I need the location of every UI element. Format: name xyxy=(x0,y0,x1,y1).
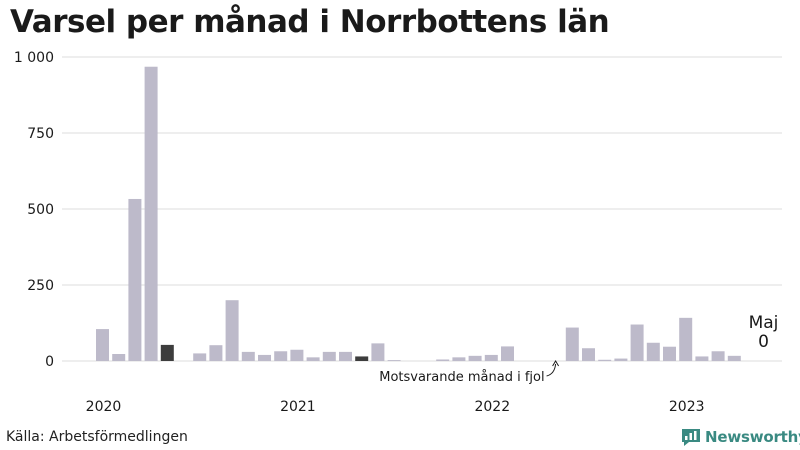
chart-title: Varsel per månad i Norrbottens län xyxy=(10,4,610,40)
bar xyxy=(727,355,741,361)
bar xyxy=(468,355,482,361)
source-note: Källa: Arbetsförmedlingen xyxy=(6,429,188,445)
newsworthy-logo-icon xyxy=(682,429,700,446)
bars xyxy=(96,66,741,361)
newsworthy-logo: Newsworthy xyxy=(681,427,800,447)
y-tick-label: 750 xyxy=(27,126,54,142)
bar xyxy=(679,317,693,361)
bar xyxy=(614,358,628,361)
y-axis-ticks: 0 250 500 750 1 000 xyxy=(14,50,54,370)
bar xyxy=(322,351,336,361)
bar xyxy=(225,300,239,361)
last-value-label: 0 xyxy=(758,332,769,352)
bar xyxy=(452,357,466,361)
x-axis-ticks: 2020 2021 2022 2023 xyxy=(86,399,705,415)
bar xyxy=(355,356,369,361)
y-tick-label: 1 000 xyxy=(14,50,54,66)
bar xyxy=(112,354,126,361)
x-tick-label: 2021 xyxy=(280,399,316,415)
bar xyxy=(128,198,142,361)
bar xyxy=(209,345,223,361)
annotation-arrow xyxy=(546,363,557,377)
bar xyxy=(598,359,612,361)
bar xyxy=(339,351,352,361)
bar xyxy=(436,359,450,361)
x-tick-label: 2020 xyxy=(86,399,122,415)
annotation-arrowhead xyxy=(552,360,560,367)
x-tick-label: 2022 xyxy=(474,399,510,415)
bar xyxy=(274,351,288,361)
y-tick-label: 0 xyxy=(45,354,54,370)
bar xyxy=(387,360,401,361)
y-tick-label: 250 xyxy=(27,278,54,294)
bar xyxy=(695,356,709,361)
bar xyxy=(501,346,514,361)
bar xyxy=(371,343,385,361)
bar xyxy=(96,329,109,361)
grid-lines xyxy=(62,56,782,362)
bar xyxy=(144,66,158,361)
bar xyxy=(711,351,725,361)
bar xyxy=(258,354,271,361)
annotation-text: Motsvarande månad i fjol xyxy=(379,370,544,385)
bar xyxy=(582,348,595,361)
bar xyxy=(565,327,579,361)
bar xyxy=(663,346,676,361)
bar xyxy=(160,344,174,361)
bar xyxy=(290,349,304,361)
bar xyxy=(484,354,498,361)
bar xyxy=(646,342,660,361)
last-month-label: Maj xyxy=(749,313,779,333)
bar xyxy=(241,351,255,361)
y-tick-label: 500 xyxy=(27,202,54,218)
bar xyxy=(306,357,320,361)
x-tick-label: 2023 xyxy=(669,399,705,415)
bar xyxy=(193,353,207,361)
newsworthy-logo-text: Newsworthy xyxy=(705,428,800,446)
bar xyxy=(630,324,644,361)
